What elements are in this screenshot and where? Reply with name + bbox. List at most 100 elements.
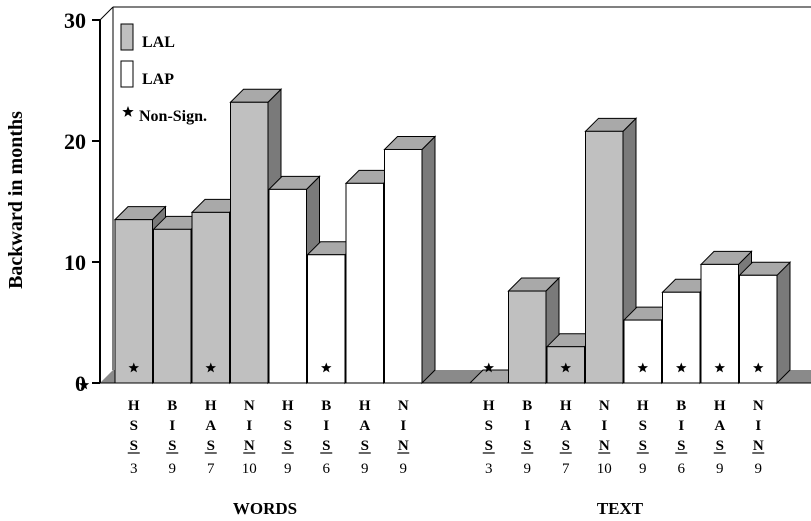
nonsign-star — [753, 362, 764, 373]
bar-front — [153, 228, 192, 384]
x-label-letter: N — [599, 438, 610, 454]
x-label-n: 9 — [400, 461, 408, 477]
x-label-text-5: BIS 6 — [675, 398, 688, 477]
nonsign-star — [128, 362, 139, 373]
bar-front — [384, 148, 423, 384]
x-label-letter: S — [130, 438, 138, 454]
x-label-letter: I — [323, 418, 329, 434]
legend: LAL LAP Non-Sign. — [120, 23, 207, 125]
x-label-letter: B — [167, 398, 177, 414]
x-label-letter: S — [207, 438, 215, 454]
y-tick-label: 20 — [64, 129, 86, 154]
legend-label: LAP — [142, 71, 174, 88]
bars — [113, 88, 792, 385]
x-label-letter: B — [321, 398, 331, 414]
x-label-n: 7 — [562, 461, 570, 477]
x-label-text-2: HAS 7 — [559, 398, 572, 477]
nonsign-star — [483, 362, 494, 373]
bar-front — [307, 254, 346, 384]
x-label-letter: S — [562, 438, 570, 454]
y-axis-top-edge — [99, 6, 114, 21]
x-label-letter: S — [639, 438, 647, 454]
legend-label: LAL — [142, 34, 175, 51]
x-label-letter: S — [284, 438, 292, 454]
group-label-text: TEXT — [597, 499, 644, 518]
x-label-words-2: HAS 7 — [204, 398, 217, 477]
x-label-words-7: NIN 9 — [397, 398, 410, 477]
x-label-letter: S — [130, 418, 138, 434]
x-label-n: 3 — [130, 461, 138, 477]
x-label-letter: N — [244, 398, 255, 414]
x-label-n: 6 — [678, 461, 686, 477]
bar-front — [114, 219, 153, 384]
x-label-letter: H — [483, 398, 495, 414]
x-label-letter: H — [128, 398, 140, 414]
legend-star-icon — [122, 106, 134, 117]
x-label-letter: S — [523, 438, 531, 454]
x-label-letter: H — [560, 398, 572, 414]
nonsign-star — [321, 362, 332, 373]
x-label-letter: N — [753, 398, 764, 414]
bar-front — [739, 274, 778, 384]
x-label-n: 6 — [323, 461, 331, 477]
x-label-letter: I — [524, 418, 530, 434]
bar-words-hss-lap — [267, 175, 321, 385]
y-tick-label: 10 — [64, 250, 86, 275]
x-label-n: 9 — [361, 461, 369, 477]
x-label-letter: I — [400, 418, 406, 434]
y-axis: 0102030 — [64, 6, 114, 396]
y-axis-title: Backward in months — [5, 111, 27, 289]
x-label-letter: I — [678, 418, 684, 434]
x-label-n: 10 — [242, 461, 257, 477]
x-label-letter: B — [676, 398, 686, 414]
bar-text-nin-lap — [738, 261, 792, 385]
x-label-n: 9 — [639, 461, 647, 477]
x-label-letter: I — [169, 418, 175, 434]
bar-front — [230, 101, 269, 384]
x-label-letter: H — [359, 398, 371, 414]
x-label-letter: H — [714, 398, 726, 414]
nonsign-markers — [78, 362, 764, 390]
bar-front — [508, 290, 547, 384]
x-label-letter: I — [755, 418, 761, 434]
x-label-words-5: BIS 6 — [320, 398, 333, 477]
legend-swatch — [120, 23, 134, 51]
bar-side — [776, 261, 791, 385]
origin-star — [78, 379, 90, 390]
bar-words-nin-lap — [383, 135, 437, 385]
legend-swatch — [120, 60, 134, 88]
x-label-n: 9 — [169, 461, 177, 477]
x-label-letter: A — [205, 418, 216, 434]
x-label-letter: S — [639, 418, 647, 434]
x-label-letter: N — [599, 398, 610, 414]
x-label-letter: S — [284, 418, 292, 434]
group-label-words: WORDS — [233, 499, 297, 518]
x-label-n: 9 — [524, 461, 532, 477]
x-label-words-6: HAS 9 — [358, 398, 371, 477]
x-label-text-1: BIS 9 — [521, 398, 534, 477]
x-label-letter: N — [398, 438, 409, 454]
x-label-letter: S — [485, 438, 493, 454]
x-label-letter: N — [398, 398, 409, 414]
x-label-words-1: BIS 9 — [166, 398, 179, 477]
x-label-n: 9 — [716, 461, 724, 477]
x-label-letter: A — [560, 418, 571, 434]
y-tick-label: 30 — [64, 8, 86, 33]
x-label-letter: A — [714, 418, 725, 434]
x-label-n: 9 — [755, 461, 763, 477]
x-label-letter: B — [522, 398, 532, 414]
bar-text-nin-lal — [584, 117, 638, 385]
nonsign-star — [637, 362, 648, 373]
legend-label: Non-Sign. — [139, 108, 207, 125]
x-label-letter: H — [282, 398, 294, 414]
bar-front — [268, 188, 307, 384]
x-label-letter: A — [359, 418, 370, 434]
nonsign-star — [676, 362, 687, 373]
bar-front — [345, 182, 384, 384]
x-label-words-3: NIN 10 — [242, 398, 257, 477]
x-axis-labels: HSS3BIS9HAS7NIN10HSS9BIS6HAS9NIN9WORDSHS… — [127, 398, 765, 518]
